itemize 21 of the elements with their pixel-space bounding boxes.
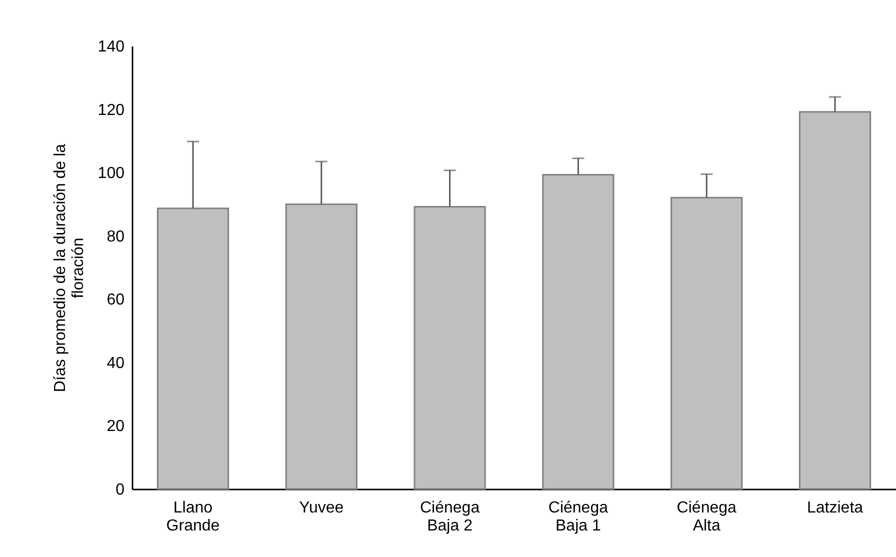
y-tick-label: 120 (98, 102, 125, 119)
x-tick-label: Ciénega Baja 2 (420, 500, 480, 534)
x-tick-label: Llano Grande (166, 500, 220, 534)
bar (156, 208, 230, 490)
x-tick-label: Yuvee (299, 500, 344, 516)
x-tick-label: Ciénega Alta (676, 500, 737, 534)
bar (414, 206, 486, 490)
y-tick-label: 0 (116, 482, 125, 498)
bar (542, 174, 614, 490)
y-tick-label: 40 (106, 354, 125, 372)
y-tick-label: 20 (106, 418, 125, 436)
x-tick-label: Ciénega Baja 1 (548, 500, 608, 534)
y-tick-label: 80 (106, 228, 125, 246)
y-axis-title: Días promedio de la duración de la floración (52, 144, 87, 392)
bar (285, 203, 358, 490)
y-tick-label: 140 (98, 38, 125, 56)
y-tick-label: 60 (106, 292, 125, 309)
y-tick-label: 100 (98, 165, 125, 182)
x-tick-label: Latzieta (806, 500, 864, 516)
bar (798, 111, 872, 490)
bar (670, 196, 743, 490)
